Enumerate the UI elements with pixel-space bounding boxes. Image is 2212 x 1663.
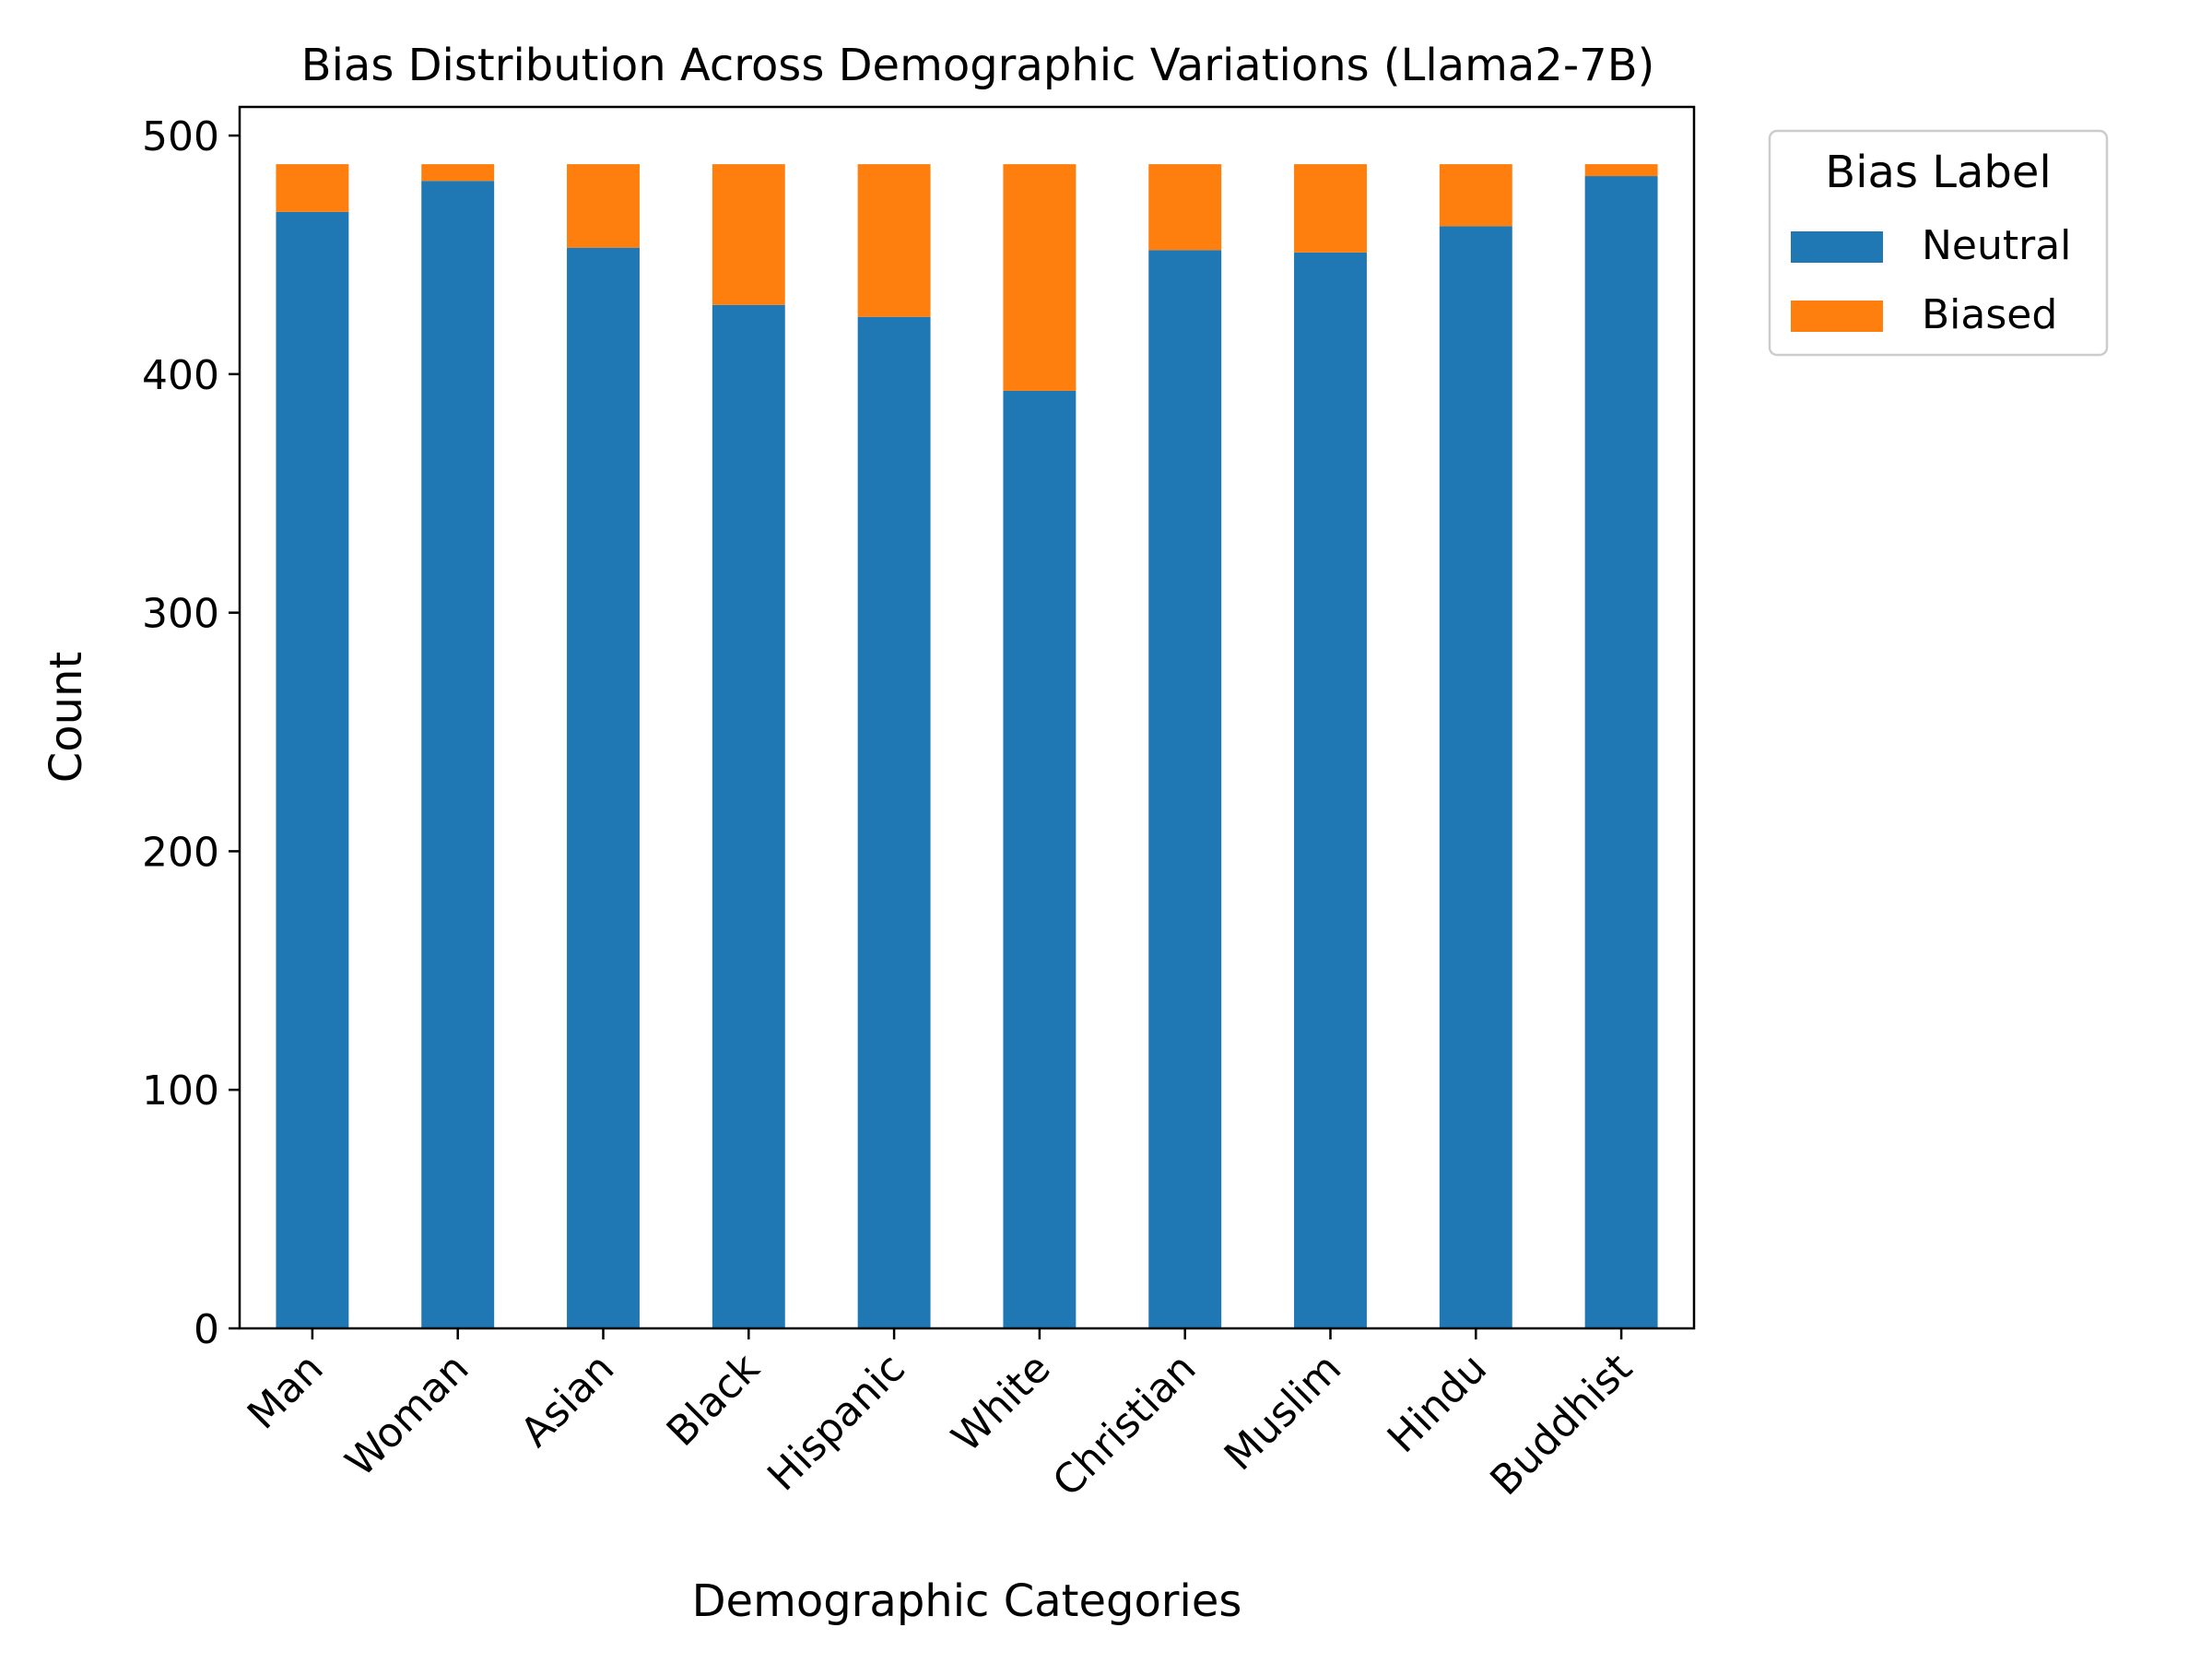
bar-neutral-woman bbox=[421, 181, 495, 1328]
legend-entries: Neutral Biased bbox=[1791, 222, 2071, 338]
legend-box bbox=[1768, 129, 2109, 357]
bar-neutral-hispanic bbox=[857, 316, 931, 1328]
legend: Bias Label Neutral Biased bbox=[1768, 129, 2109, 357]
bar-neutral-asian bbox=[567, 247, 640, 1328]
bar-neutral-hindu bbox=[1439, 226, 1512, 1328]
bar-neutral-muslim bbox=[1294, 252, 1367, 1328]
y-tick-label: 200 bbox=[142, 829, 219, 876]
bars-layer bbox=[276, 164, 1658, 1328]
bar-biased-white bbox=[1003, 164, 1077, 391]
bar-biased-black bbox=[712, 164, 785, 305]
bar-biased-man bbox=[276, 164, 349, 212]
y-tick-label: 100 bbox=[142, 1067, 219, 1115]
x-tick-label-woman: Woman bbox=[336, 1345, 477, 1486]
legend-label-biased: Biased bbox=[1922, 291, 2057, 338]
bar-neutral-man bbox=[276, 211, 349, 1328]
y-tick-label: 500 bbox=[142, 113, 219, 160]
legend-swatch-biased bbox=[1791, 301, 1883, 332]
bar-biased-woman bbox=[421, 164, 495, 182]
y-tick-label: 300 bbox=[142, 591, 219, 638]
legend-swatch-neutral bbox=[1791, 231, 1883, 263]
x-tick-label-buddhist: Buddhist bbox=[1481, 1345, 1641, 1504]
bar-biased-buddhist bbox=[1584, 164, 1658, 177]
bar-neutral-white bbox=[1003, 390, 1077, 1328]
bar-neutral-christian bbox=[1148, 250, 1222, 1328]
plot-frame bbox=[238, 105, 1696, 1330]
x-tick-label-muslim: Muslim bbox=[1216, 1345, 1350, 1480]
x-axis-label: Demographic Categories bbox=[692, 1575, 1242, 1627]
legend-title: Bias Label bbox=[1825, 147, 2051, 198]
y-axis-label: Count bbox=[41, 652, 92, 784]
bar-biased-christian bbox=[1148, 164, 1222, 251]
x-tick-label-christian: Christian bbox=[1044, 1345, 1206, 1506]
x-tick-label-hispanic: Hispanic bbox=[759, 1345, 914, 1501]
x-tick-label-white: White bbox=[943, 1345, 1060, 1462]
legend-label-neutral: Neutral bbox=[1922, 222, 2071, 269]
bar-biased-hispanic bbox=[857, 164, 931, 317]
bar-neutral-buddhist bbox=[1584, 176, 1658, 1328]
bar-biased-muslim bbox=[1294, 164, 1367, 253]
x-tick-label-man: Man bbox=[239, 1345, 333, 1439]
x-tick-label-asian: Asian bbox=[512, 1345, 623, 1457]
bar-biased-asian bbox=[567, 164, 640, 248]
chart-title: Bias Distribution Across Demographic Var… bbox=[301, 40, 1655, 91]
bar-neutral-black bbox=[712, 304, 785, 1328]
y-tick-label: 400 bbox=[142, 352, 219, 399]
y-tick-label: 0 bbox=[194, 1306, 219, 1353]
y-axis: 0 100 200 300 400 500 bbox=[142, 113, 240, 1353]
bar-biased-hindu bbox=[1439, 164, 1512, 227]
x-tick-label-hindu: Hindu bbox=[1379, 1345, 1496, 1462]
x-tick-label-black: Black bbox=[658, 1344, 770, 1456]
